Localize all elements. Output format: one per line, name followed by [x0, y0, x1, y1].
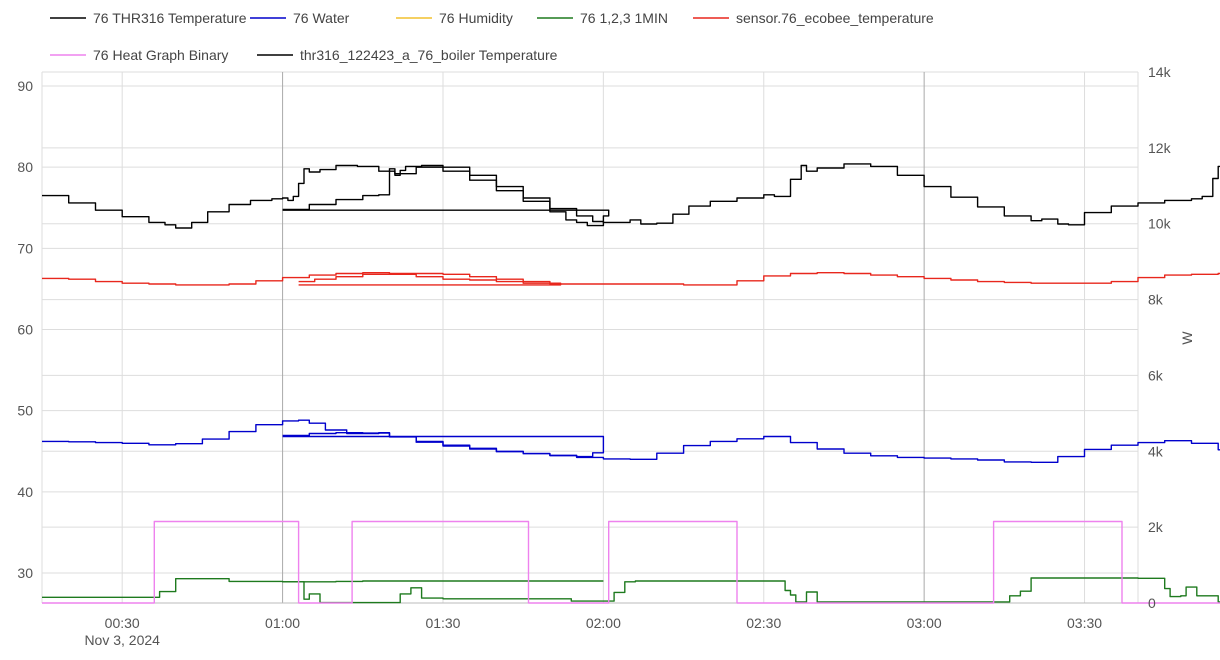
series-line[interactable]: [42, 520, 1220, 604]
y-tick-label-right: 4k: [1148, 443, 1164, 459]
series-line[interactable]: [42, 163, 1220, 229]
x-tick-label: 00:30: [105, 615, 140, 631]
legend-item[interactable]: 76 Humidity: [439, 10, 513, 26]
y-tick-label-left: 60: [17, 322, 33, 338]
series-line[interactable]: [42, 272, 1220, 286]
x-tick-label: 03:30: [1067, 615, 1102, 631]
y-tick-label-right: 0: [1148, 595, 1156, 611]
x-tick-label: 03:00: [907, 615, 942, 631]
axes: 30 40 50 60 70 80 90 0 2k 4k 6k 8k 10k 12k 14k 00:30Nov…: [17, 64, 1195, 648]
y-tick-label-right: 12k: [1148, 140, 1172, 156]
y-tick-label-right: 14k: [1148, 64, 1172, 80]
legend-item[interactable]: 76 THR316 Temperature: [93, 10, 247, 26]
y-tick-label-left: 50: [17, 403, 33, 419]
x-tick-date-label: Nov 3, 2024: [84, 632, 160, 648]
legend-item[interactable]: sensor.76_ecobee_temperature: [736, 10, 934, 26]
grid: [41, 71, 1139, 604]
y-tick-label-right: 10k: [1148, 216, 1172, 232]
series-line[interactable]: [282, 580, 604, 583]
x-tick-label: 02:30: [746, 615, 781, 631]
y-tick-label-left: 40: [17, 484, 33, 500]
y-tick-label-left: 70: [17, 240, 33, 256]
y-tick-label-left: 30: [17, 565, 33, 581]
legend: 76 THR316 Temperature 76 Water 76 Humidity…: [50, 10, 934, 63]
y-tick-label-left: 80: [17, 159, 33, 175]
series-line[interactable]: [42, 577, 1220, 604]
y-tick-label-right: 2k: [1148, 519, 1164, 535]
series-line[interactable]: [298, 272, 562, 286]
y-tick-label-right: 8k: [1148, 292, 1164, 308]
x-tick-label: 01:30: [425, 615, 460, 631]
legend-item[interactable]: 76 Water: [293, 10, 350, 26]
y-tick-label-right: 6k: [1148, 367, 1164, 383]
series-layer: [42, 163, 1220, 604]
series-line[interactable]: [42, 419, 1220, 464]
series-line[interactable]: [282, 166, 610, 227]
legend-item[interactable]: thr316_122423_a_76_boiler Temperature: [300, 47, 558, 63]
legend-item[interactable]: 76 1,2,3 1MIN: [580, 10, 668, 26]
x-tick-label: 01:00: [265, 615, 300, 631]
legend-item[interactable]: 76 Heat Graph Binary: [93, 47, 228, 63]
y-axis-right-label: W: [1179, 331, 1195, 345]
y-tick-label-left: 90: [17, 78, 33, 94]
x-tick-label: 02:00: [586, 615, 621, 631]
series-line[interactable]: [282, 432, 605, 458]
